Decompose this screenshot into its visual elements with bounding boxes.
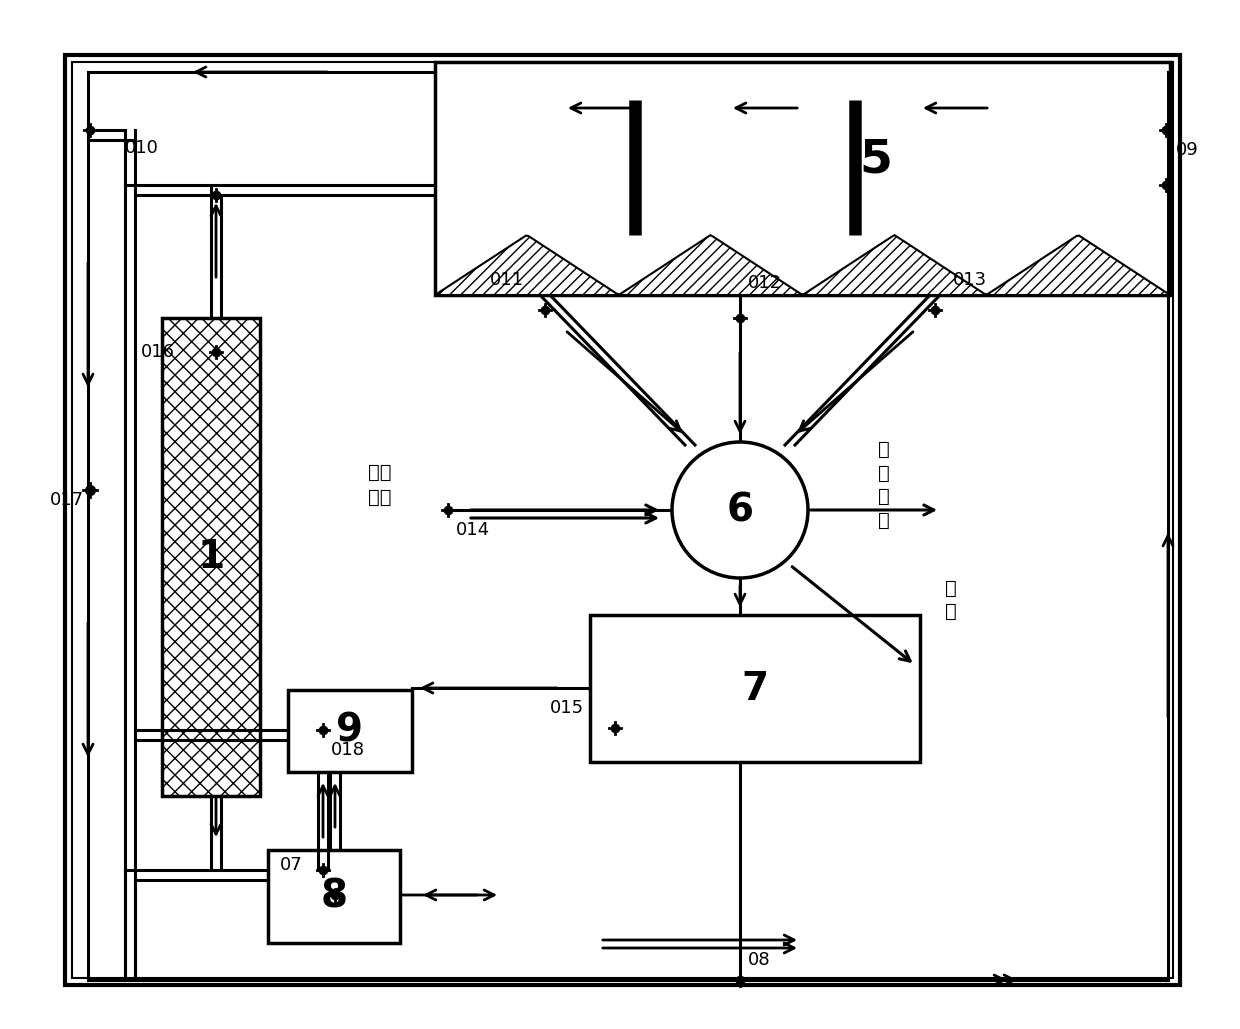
Text: 014: 014 <box>456 521 490 539</box>
Text: 017: 017 <box>50 491 84 509</box>
Bar <box>162 318 260 796</box>
Text: 010: 010 <box>125 139 159 157</box>
Polygon shape <box>435 236 1171 295</box>
Text: 07: 07 <box>280 856 303 874</box>
Text: 8: 8 <box>320 878 347 916</box>
Text: 自来
水源: 自来 水源 <box>368 463 392 507</box>
Text: 喷
淋: 喷 淋 <box>945 578 957 622</box>
Text: 012: 012 <box>748 274 782 292</box>
Text: 6: 6 <box>727 491 754 529</box>
Text: 011: 011 <box>490 271 525 289</box>
Text: 015: 015 <box>551 699 584 717</box>
Circle shape <box>672 442 808 578</box>
Bar <box>435 62 1171 295</box>
Text: 018: 018 <box>331 741 365 759</box>
Bar <box>268 850 401 943</box>
Bar <box>64 55 1180 985</box>
Text: 08: 08 <box>748 951 770 969</box>
Text: 氢
氧
化
铝: 氢 氧 化 铝 <box>878 440 890 530</box>
Text: 5: 5 <box>859 137 893 182</box>
Text: 1: 1 <box>197 538 224 576</box>
Text: 016: 016 <box>141 343 175 361</box>
Bar <box>288 690 412 772</box>
Bar <box>590 615 920 762</box>
Bar <box>72 62 1173 978</box>
Text: 7: 7 <box>742 670 769 708</box>
Text: 9: 9 <box>336 712 363 750</box>
Text: 013: 013 <box>954 271 987 289</box>
Text: 09: 09 <box>1176 141 1199 159</box>
